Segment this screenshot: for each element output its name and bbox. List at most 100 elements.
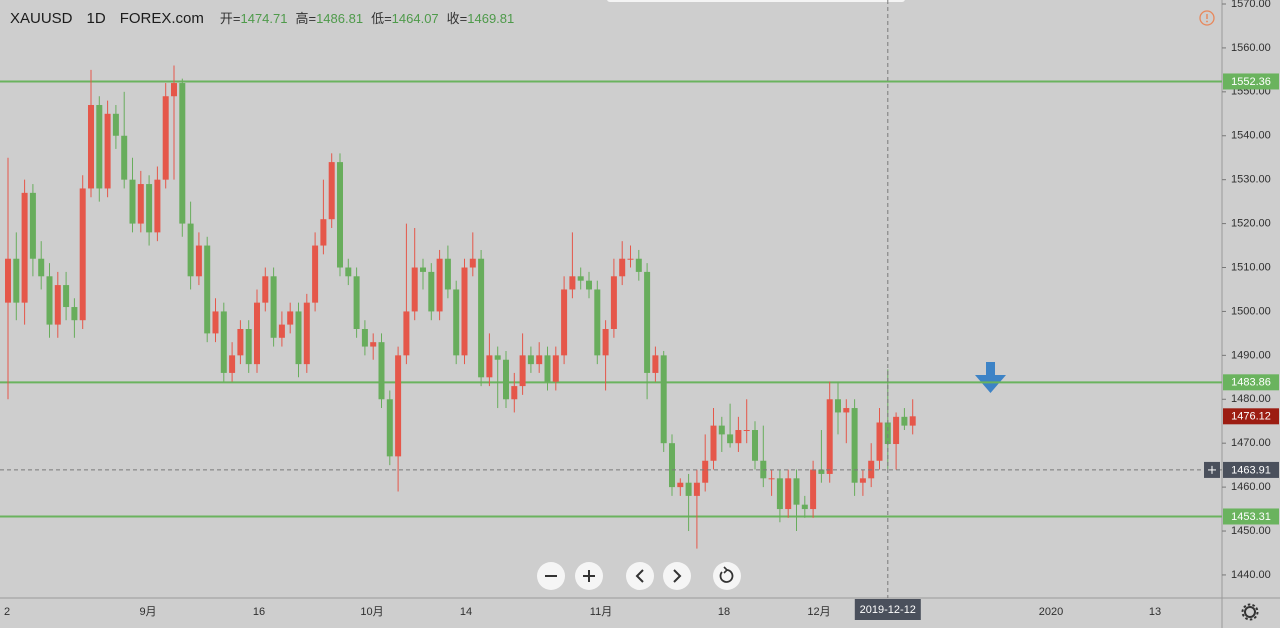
candle: [561, 276, 568, 365]
alert-icon[interactable]: [1199, 10, 1215, 26]
candle-body: [121, 135, 128, 180]
candle: [187, 201, 194, 290]
candle-body: [909, 416, 916, 426]
candle-body: [129, 179, 136, 224]
y-tick-label: 1530.00: [1231, 174, 1271, 186]
candle: [669, 434, 675, 496]
candle-body: [735, 430, 742, 444]
x-tick-label: 10月: [360, 606, 383, 618]
candle-body: [295, 311, 302, 365]
open-label: 开=: [219, 11, 241, 26]
candle: [378, 333, 385, 409]
candle-body: [195, 245, 202, 277]
candle: [212, 298, 219, 343]
candle-body: [710, 425, 717, 461]
candle-body: [278, 324, 285, 338]
low-label: 低=: [371, 11, 392, 26]
candle-body: [54, 285, 61, 325]
candle: [884, 369, 891, 470]
candle: [29, 184, 36, 277]
candle: [469, 232, 476, 277]
crosshair-price-label: 1463.91: [1231, 464, 1271, 476]
candle: [129, 157, 136, 233]
candle-body: [469, 258, 476, 268]
candle: [270, 267, 277, 347]
candle: [254, 289, 260, 373]
candle: [63, 271, 70, 321]
candle-body: [204, 245, 211, 334]
add-button[interactable]: [1204, 461, 1220, 478]
candle: [718, 416, 725, 452]
candle: [179, 78, 186, 237]
level-tag-label: 1453.31: [1231, 511, 1271, 523]
candle-body: [187, 223, 194, 277]
y-tick-label: 1490.00: [1231, 349, 1271, 361]
candle-body: [702, 460, 709, 483]
candle-body: [594, 289, 601, 356]
candle: [660, 350, 667, 452]
x-tick-label: 14: [460, 606, 472, 618]
candle: [876, 408, 883, 470]
candle-body: [818, 469, 825, 474]
candle-body: [179, 83, 186, 224]
candle-body: [602, 328, 609, 356]
candle: [121, 91, 128, 189]
candle: [420, 258, 426, 290]
candle-body: [337, 162, 343, 268]
candle: [428, 263, 435, 321]
candle-body: [262, 276, 269, 303]
level-tag-label: 1483.86: [1231, 377, 1271, 389]
y-tick-label: 1480.00: [1231, 393, 1271, 405]
candle: [287, 302, 294, 334]
scroll-left-button[interactable]: [626, 562, 654, 590]
zoom-out-button[interactable]: [537, 562, 565, 590]
x-tick-label: 2: [4, 606, 10, 618]
candle: [370, 333, 377, 360]
crosshair-date-label: 2019-12-12: [860, 604, 916, 616]
candle-body: [527, 355, 534, 365]
candle: [702, 434, 709, 492]
candle: [594, 280, 601, 365]
candle-body: [859, 478, 866, 483]
scroll-right-button[interactable]: [663, 562, 691, 590]
candle-body: [494, 355, 501, 360]
candle: [511, 372, 518, 413]
candle: [262, 267, 269, 312]
x-tick-label: 16: [253, 606, 265, 618]
candle: [577, 267, 584, 290]
candle: [901, 408, 908, 431]
candle-body: [461, 267, 468, 356]
candle: [527, 346, 534, 373]
candle-body: [220, 311, 227, 373]
reset-button[interactable]: [713, 562, 741, 590]
candle-body: [893, 416, 900, 445]
y-tick-label: 1440.00: [1231, 569, 1271, 581]
candle-body: [229, 355, 236, 373]
x-tick-label: 11月: [590, 606, 612, 618]
candle-body: [303, 302, 310, 365]
candle: [826, 381, 833, 483]
candle-body: [345, 267, 352, 277]
candle-body: [378, 342, 385, 400]
candle: [785, 469, 792, 518]
candle-body: [884, 422, 891, 445]
candle: [79, 175, 86, 329]
candle: [494, 346, 501, 409]
candle: [760, 425, 767, 488]
candle: [893, 412, 900, 470]
candle-body: [428, 271, 435, 312]
candle-body: [386, 399, 393, 457]
candle-body: [287, 311, 294, 325]
zoom-in-button[interactable]: [575, 562, 603, 590]
candle: [162, 83, 169, 189]
candle: [801, 495, 808, 518]
candle: [312, 232, 319, 312]
candle-body: [810, 469, 817, 510]
candle-body: [552, 355, 559, 382]
candle: [859, 469, 866, 496]
candle: [337, 153, 343, 277]
candle-body: [63, 285, 70, 308]
candle: [96, 96, 103, 202]
settings-icon[interactable]: [1241, 603, 1259, 621]
